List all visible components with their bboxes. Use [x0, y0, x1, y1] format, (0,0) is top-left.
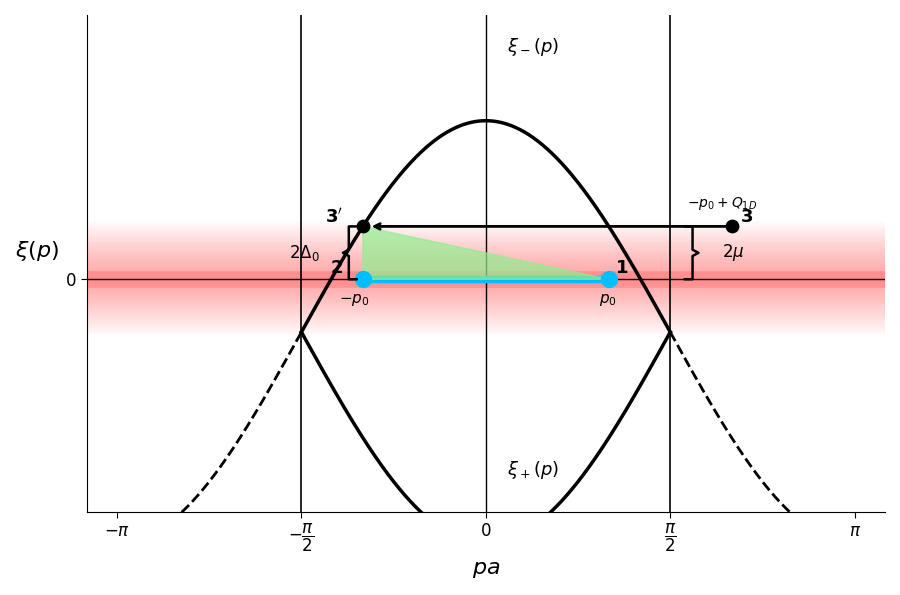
Bar	[86, 316, 885, 318]
Bar	[86, 300, 885, 302]
Bar	[86, 291, 885, 293]
Bar	[86, 324, 885, 326]
Bar	[86, 237, 885, 239]
Bar	[86, 287, 885, 289]
Bar	[86, 285, 885, 287]
Text: $\xi_+(p)$: $\xi_+(p)$	[507, 459, 559, 481]
Bar	[86, 256, 885, 258]
Bar	[86, 310, 885, 312]
Bar	[86, 231, 885, 233]
Bar	[86, 314, 885, 316]
Bar	[86, 221, 885, 223]
Text: $-p_0$: $-p_0$	[339, 292, 370, 308]
Text: $p_0$: $p_0$	[599, 292, 617, 308]
Bar	[86, 305, 885, 306]
Bar	[86, 271, 885, 274]
Bar	[86, 246, 885, 248]
Text: $\mathbf{3'}$: $\mathbf{3'}$	[325, 207, 343, 226]
Bar	[86, 302, 885, 305]
Bar	[86, 270, 885, 271]
Bar	[86, 281, 885, 283]
Bar	[86, 293, 885, 295]
Bar	[86, 223, 885, 225]
Bar	[86, 260, 885, 262]
Point	[356, 274, 370, 284]
Bar	[86, 297, 885, 299]
Bar	[86, 262, 885, 264]
Bar	[86, 233, 885, 234]
Text: $\mathbf{3}$: $\mathbf{3}$	[740, 208, 753, 226]
Point	[356, 274, 370, 284]
Bar	[86, 274, 885, 275]
Bar	[86, 308, 885, 310]
Bar	[86, 312, 885, 314]
Text: $\xi_-(p)$: $\xi_-(p)$	[507, 36, 559, 58]
Bar	[86, 328, 885, 330]
Point	[601, 274, 616, 284]
Bar	[86, 277, 885, 279]
Bar	[86, 240, 885, 242]
Bar	[86, 250, 885, 252]
Bar	[86, 239, 885, 240]
Bar	[86, 242, 885, 245]
Bar	[86, 336, 885, 337]
Y-axis label: $\xi(p)$: $\xi(p)$	[15, 239, 59, 264]
Bar	[86, 295, 885, 297]
Text: $\mathbf{1}$: $\mathbf{1}$	[615, 259, 628, 277]
Bar	[86, 330, 885, 331]
Bar	[86, 252, 885, 254]
X-axis label: $pa$: $pa$	[472, 560, 500, 580]
Bar	[86, 254, 885, 256]
Bar	[86, 320, 885, 322]
Point	[724, 222, 739, 231]
Bar	[86, 326, 885, 328]
Point	[356, 222, 370, 231]
Bar	[86, 268, 885, 270]
Bar	[86, 279, 885, 281]
Bar	[86, 229, 885, 231]
Bar	[86, 318, 885, 320]
Bar	[86, 264, 885, 266]
Bar	[86, 234, 885, 237]
Bar	[86, 245, 885, 246]
Bar	[86, 258, 885, 260]
Text: $\mathbf{2}$: $\mathbf{2}$	[330, 259, 343, 277]
Bar	[86, 275, 885, 277]
Polygon shape	[363, 227, 608, 279]
Text: $-p_0+Q_{1D}$: $-p_0+Q_{1D}$	[687, 195, 757, 212]
FancyArrow shape	[363, 276, 608, 283]
Text: $2\Delta_0$: $2\Delta_0$	[289, 243, 320, 263]
Text: $2\mu$: $2\mu$	[723, 242, 745, 264]
Bar	[86, 248, 885, 250]
Bar	[86, 266, 885, 268]
Bar	[86, 271, 885, 288]
Bar	[86, 283, 885, 285]
Bar	[86, 306, 885, 308]
Bar	[86, 225, 885, 227]
Bar	[86, 331, 885, 334]
Bar	[86, 227, 885, 229]
Bar	[86, 299, 885, 300]
Bar	[86, 289, 885, 291]
Point	[601, 274, 616, 284]
Bar	[86, 334, 885, 336]
Bar	[86, 322, 885, 324]
